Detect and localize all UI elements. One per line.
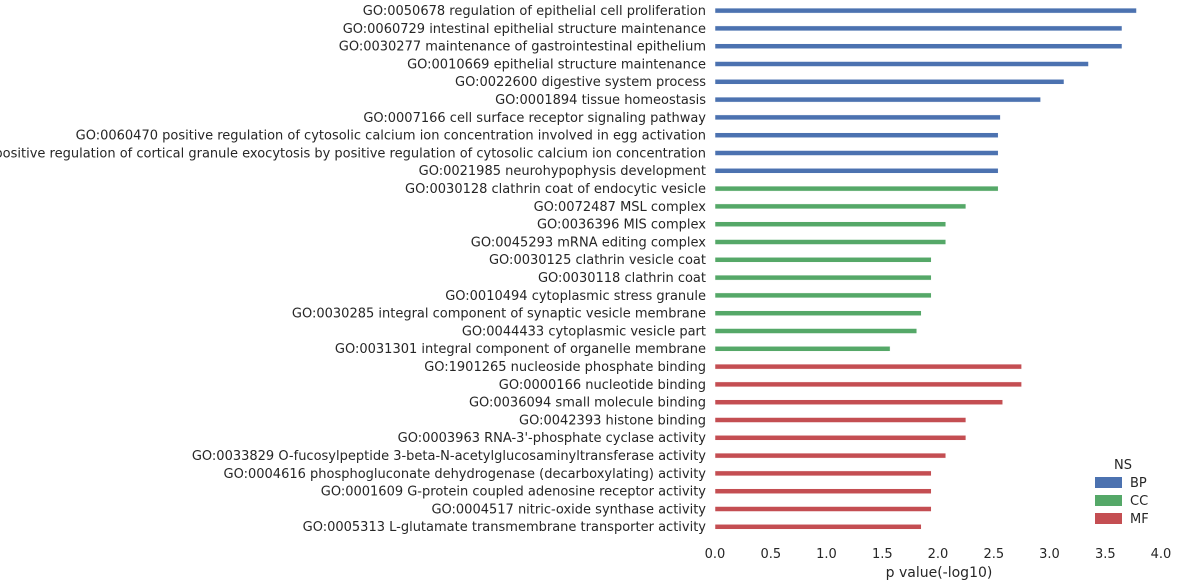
category-label: GO:0005313 L-glutamate transmembrane tra…	[303, 520, 707, 535]
category-label: GO:0010669 epithelial structure maintena…	[407, 57, 706, 72]
x-tick-label: 3.0	[1039, 547, 1060, 562]
category-label: GO:0031301 integral component of organel…	[335, 342, 706, 357]
bar-cc	[714, 221, 947, 227]
legend: NS BP CC MF	[1095, 458, 1149, 527]
category-label: GO:0000166 nucleotide binding	[499, 378, 706, 393]
category-label: GO:0030285 integral component of synapti…	[292, 307, 706, 322]
category-label: GO:0001894 tissue homeostasis	[495, 93, 706, 108]
bar-cc	[714, 346, 891, 352]
category-label: GO:0022600 digestive system process	[455, 75, 706, 90]
bar-bp	[714, 114, 1001, 121]
bar-bp	[714, 43, 1123, 49]
bar-bp	[714, 25, 1123, 32]
category-label: GO:0030277 maintenance of gastrointestin…	[339, 40, 706, 55]
category-label: GO:0003963 RNA-3'-phosphate cyclase acti…	[398, 431, 707, 446]
bar-bp	[714, 7, 1137, 14]
category-label: GO:0072487 MSL complex	[534, 200, 707, 215]
bar-bp	[714, 79, 1065, 85]
category-label: GO:0030118 clathrin coat	[538, 271, 706, 286]
x-tick-label: 0.0	[705, 547, 726, 562]
legend-swatch-bp	[1095, 477, 1122, 488]
category-label: GO:0060729 intestinal epithelial structu…	[343, 22, 706, 37]
bar-cc	[714, 239, 947, 245]
bar-cc	[714, 257, 932, 263]
category-label: GO:0044433 cytoplasmic vesicle part	[462, 324, 706, 339]
category-label: GO:0042393 histone binding	[519, 413, 706, 428]
bar-cc	[714, 328, 918, 334]
x-tick-label: 0.5	[760, 547, 781, 562]
bar-mf	[714, 399, 1003, 405]
category-labels: GO:0050678 regulation of epithelial cell…	[0, 4, 706, 535]
bars-layer	[714, 7, 1137, 530]
category-label: GO:0021985 neurohypophysis development	[419, 164, 706, 179]
category-label: GO:0030128 clathrin coat of endocytic ve…	[405, 182, 706, 197]
bar-mf	[714, 417, 967, 423]
bar-bp	[714, 96, 1041, 103]
bar-bp	[714, 168, 999, 174]
bar-bp	[714, 132, 999, 138]
bar-mf	[714, 524, 922, 530]
category-label: GO:0001609 G-protein coupled adenosine r…	[321, 485, 707, 500]
bar-mf	[714, 452, 947, 459]
legend-label-bp: BP	[1130, 476, 1147, 491]
x-tick-label: 4.0	[1151, 547, 1172, 562]
bar-mf	[714, 470, 932, 477]
bar-mf	[714, 435, 967, 441]
legend-title: NS	[1114, 458, 1132, 473]
x-tick-label: 1.5	[872, 547, 893, 562]
category-label: GO:0045293 mRNA editing complex	[471, 235, 707, 250]
x-tick-label: 2.0	[928, 547, 949, 562]
category-label: GO:0007166 cell surface receptor signali…	[363, 111, 706, 126]
x-tick-label: 3.5	[1095, 547, 1116, 562]
bar-bp	[714, 150, 999, 156]
bar-bp	[714, 61, 1089, 67]
x-tick-label: 1.0	[816, 547, 837, 562]
bar-mf	[714, 506, 932, 512]
bar-cc	[714, 185, 999, 192]
legend-swatch-mf	[1095, 513, 1122, 524]
bar-cc	[714, 292, 932, 299]
bar-cc	[714, 203, 967, 210]
bar-cc	[714, 310, 922, 316]
category-label: GO:0060472 positive regulation of cortic…	[0, 146, 706, 161]
bar-mf	[714, 363, 1022, 370]
category-label: GO:0033829 O-fucosylpeptide 3-beta-N-ace…	[192, 449, 706, 464]
category-label: GO:0004517 nitric-oxide synthase activit…	[431, 502, 706, 517]
category-label: GO:0050678 regulation of epithelial cell…	[363, 4, 706, 19]
category-label: GO:1901265 nucleoside phosphate binding	[424, 360, 706, 375]
legend-label-mf: MF	[1130, 512, 1149, 527]
bar-mf	[714, 488, 932, 494]
bar-mf	[714, 381, 1022, 388]
category-label: GO:0010494 cytoplasmic stress granule	[445, 289, 706, 304]
legend-swatch-cc	[1095, 495, 1122, 506]
x-axis-ticks: 0.0 0.5 1.0 1.5 2.0 2.5 3.0 3.5 4.0	[705, 547, 1172, 562]
category-label: GO:0060470 positive regulation of cytoso…	[76, 129, 706, 144]
bar-cc	[714, 274, 932, 281]
legend-label-cc: CC	[1130, 494, 1148, 509]
category-label: GO:0004616 phosphogluconate dehydrogenas…	[224, 467, 707, 482]
category-label: GO:0036094 small molecule binding	[469, 396, 706, 411]
category-label: GO:0036396 MIS complex	[537, 218, 706, 233]
x-tick-label: 2.5	[983, 547, 1004, 562]
category-label: GO:0030125 clathrin vesicle coat	[489, 253, 706, 268]
x-axis-title: p value(-log10)	[886, 565, 993, 581]
